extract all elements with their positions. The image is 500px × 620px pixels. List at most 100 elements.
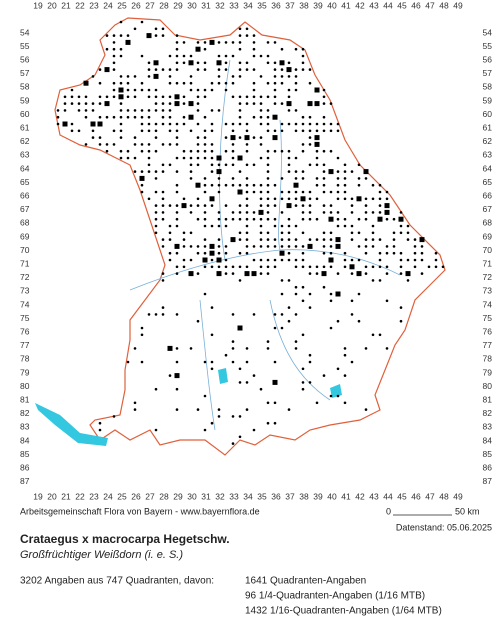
record-dot	[224, 136, 228, 139]
record-dot	[161, 197, 165, 201]
record-dot	[364, 265, 368, 269]
record-dot	[273, 258, 277, 262]
record-dot	[168, 163, 172, 167]
column-label: 36	[271, 0, 281, 10]
record-dot	[238, 95, 242, 99]
record-dot	[259, 224, 263, 228]
record-dot	[154, 190, 158, 194]
record-dot	[175, 156, 179, 160]
record-dot	[140, 88, 144, 92]
record-dot	[63, 109, 67, 112]
record-dot	[322, 265, 326, 269]
record-dot	[154, 109, 158, 112]
record-square	[279, 60, 285, 66]
record-dot	[189, 211, 193, 214]
record-dot	[196, 245, 200, 248]
record-dot	[266, 61, 270, 65]
record-dot	[203, 224, 207, 228]
record-dot	[196, 109, 200, 112]
record-dot	[224, 81, 228, 85]
record-dot	[259, 102, 263, 105]
record-dot	[161, 272, 165, 275]
record-dot	[161, 95, 165, 99]
record-dot	[308, 204, 312, 207]
record-dot	[133, 136, 137, 139]
record-dot	[168, 109, 172, 112]
record-dot	[119, 47, 123, 51]
record-dot	[322, 122, 326, 126]
record-dot	[203, 190, 207, 194]
record-dot	[203, 211, 207, 214]
record-dot	[273, 68, 277, 71]
record-dot	[238, 251, 242, 255]
record-dot	[266, 54, 270, 58]
record-dot	[154, 149, 158, 153]
record-dot	[196, 156, 200, 160]
record-dot	[315, 272, 319, 275]
record-dot	[329, 238, 333, 241]
record-dot	[294, 170, 298, 173]
record-dot	[112, 41, 116, 44]
record-dot	[126, 149, 130, 153]
record-dot	[322, 374, 326, 377]
record-dot	[322, 102, 326, 105]
record-dot	[280, 129, 284, 133]
record-dot	[224, 88, 228, 92]
record-dot	[224, 251, 228, 255]
record-dot	[231, 163, 235, 167]
record-dot	[308, 360, 312, 364]
record-dot	[63, 95, 67, 99]
record-dot	[259, 109, 263, 112]
record-dot	[399, 272, 403, 275]
record-dot	[378, 279, 382, 282]
record-dot	[329, 265, 333, 269]
row-label: 66	[483, 190, 493, 200]
record-dot	[280, 258, 284, 262]
record-dot	[294, 340, 298, 343]
record-dot	[147, 156, 151, 160]
record-square	[146, 33, 152, 39]
state-border	[54, 17, 446, 456]
record-dot	[294, 190, 298, 194]
record-dot	[154, 102, 158, 105]
record-dot	[168, 95, 172, 99]
column-label: 19	[33, 491, 43, 501]
record-dot	[434, 251, 438, 255]
record-dot	[322, 177, 326, 180]
record-dot	[378, 190, 382, 194]
record-dot	[357, 163, 361, 167]
record-dot	[224, 61, 228, 65]
record-dot	[168, 75, 172, 78]
record-dot	[238, 217, 242, 221]
record-dot	[217, 251, 221, 255]
record-dot	[245, 102, 249, 105]
record-dot	[238, 183, 242, 187]
row-label: 63	[20, 150, 30, 160]
record-dot	[252, 68, 256, 71]
record-dot	[98, 136, 102, 139]
record-dot	[252, 163, 256, 167]
record-dot	[357, 177, 361, 180]
record-dot	[182, 238, 186, 241]
record-dot	[399, 251, 403, 255]
record-dot	[84, 115, 88, 119]
record-dot	[315, 149, 319, 153]
record-dot	[175, 61, 179, 65]
record-dot	[196, 251, 200, 255]
record-dot	[154, 217, 158, 221]
record-dot	[238, 367, 242, 371]
record-square	[139, 175, 145, 181]
record-dot	[399, 231, 403, 235]
record-dot	[182, 102, 186, 105]
record-dot	[105, 143, 109, 146]
record-dot	[203, 360, 207, 364]
record-dot	[322, 163, 326, 167]
record-dot	[378, 258, 382, 262]
record-dot	[224, 183, 228, 187]
record-dot	[308, 211, 312, 214]
record-dot	[77, 95, 81, 99]
record-dot	[259, 387, 263, 391]
row-label: 58	[20, 82, 30, 92]
record-dot	[385, 299, 389, 303]
record-square	[153, 73, 159, 79]
